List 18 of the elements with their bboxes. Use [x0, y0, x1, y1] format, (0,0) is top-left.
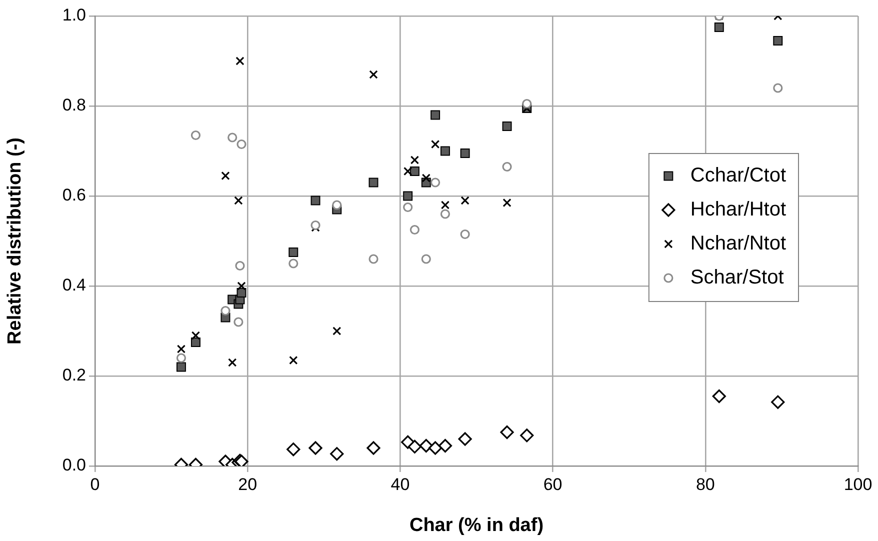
legend-label: Hchar/Htot [690, 198, 786, 221]
x-tick-label: 40 [390, 474, 410, 494]
y-axis-title: Relative distribution (-) [4, 138, 26, 344]
legend-label: Schar/Stot [690, 266, 784, 289]
x-axis-title: Char (% in daf) [409, 514, 544, 536]
y-tick-label: 0.6 [62, 186, 86, 205]
y-tick-label: 0.8 [62, 96, 86, 115]
x-tick-label: 60 [543, 474, 562, 494]
x-tick-label: 80 [696, 474, 715, 494]
x-tick-label: 20 [238, 474, 258, 494]
y-tick-label: 0.2 [62, 366, 86, 385]
y-tick-label: 1.0 [62, 6, 86, 25]
x-tick-label: 100 [844, 474, 872, 494]
legend-label: Cchar/Ctot [690, 164, 786, 187]
y-tick-label: 0.0 [62, 456, 86, 475]
y-tick-label: 0.4 [62, 276, 86, 295]
legend-label: Nchar/Ntot [690, 232, 786, 255]
x-tick-label: 0 [90, 474, 100, 494]
